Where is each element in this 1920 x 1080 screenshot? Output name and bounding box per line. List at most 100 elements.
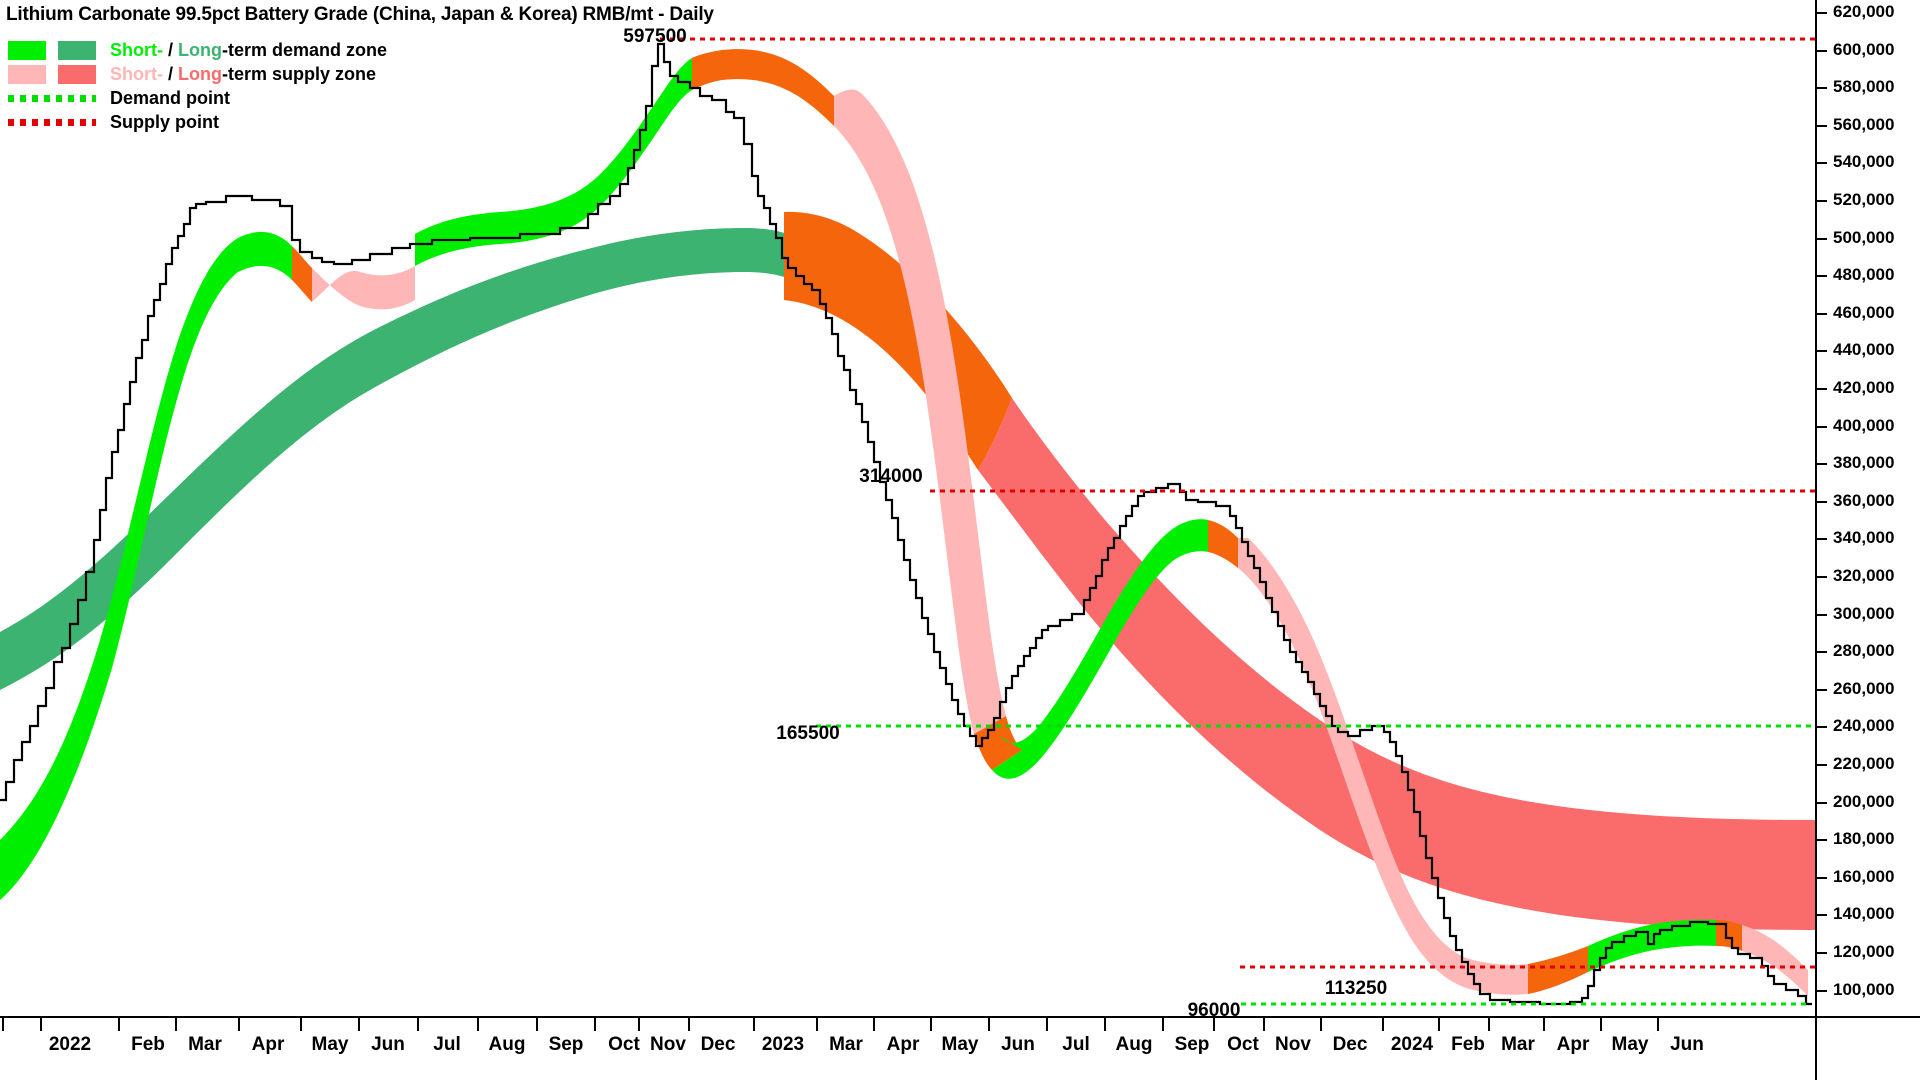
- x-tick-label: 2024: [1390, 1034, 1434, 1055]
- short-term-demand-band-1: [0, 238, 238, 900]
- x-tick-label: Jun: [371, 1034, 405, 1055]
- legend-swatch-short-term-supply: [8, 64, 46, 84]
- transition-zone-jul2023: [1208, 520, 1238, 568]
- x-tick-label: Nov: [1275, 1034, 1311, 1055]
- y-tick: [1817, 839, 1827, 842]
- x-tick: [477, 1018, 479, 1031]
- y-tick-label: 200,000: [1833, 791, 1895, 811]
- legend-row-demand-zone: Short- / Long-term demand zone: [8, 38, 438, 62]
- transition-zone-apr2023: [974, 716, 1022, 770]
- x-tick-label: Oct: [1227, 1034, 1259, 1055]
- legend-swatch-short-term-demand: [8, 40, 46, 60]
- x-tick-label: May: [311, 1034, 349, 1055]
- short-term-demand-band-3: [415, 58, 692, 266]
- y-tick-label: 480,000: [1833, 265, 1895, 285]
- long-term-supply-band: [978, 398, 1815, 930]
- short-term-supply-band-4: [1466, 958, 1528, 995]
- annotation-peak-2023: 314000: [859, 466, 923, 487]
- y-tick: [1817, 914, 1827, 917]
- x-tick: [1438, 1018, 1440, 1031]
- y-tick-label: 220,000: [1833, 754, 1895, 773]
- legend-label-supply-zone: Short- / Long-term supply zone: [110, 64, 376, 85]
- x-tick: [2, 1018, 4, 1031]
- y-tick: [1817, 12, 1827, 14]
- y-tick-label: 600,000: [1833, 39, 1895, 59]
- x-tick: [175, 1018, 177, 1031]
- y-tick: [1817, 688, 1827, 691]
- legend-supply-rest: -term supply zone: [222, 63, 377, 84]
- x-tick: [1657, 1018, 1659, 1031]
- legend-label-demand-zone: Short- / Long-term demand zone: [110, 40, 387, 61]
- y-tick-label: 580,000: [1833, 77, 1895, 97]
- x-tick: [594, 1018, 596, 1031]
- x-tick: [118, 1018, 120, 1031]
- legend-swatch-demand-point: [8, 88, 96, 108]
- y-tick: [1817, 275, 1827, 278]
- legend-swatch-supply-point: [8, 112, 96, 132]
- y-tick-label: 160,000: [1833, 866, 1895, 886]
- legend-supply-long-word: Long: [178, 63, 222, 84]
- y-tick-label: 380,000: [1833, 453, 1895, 473]
- x-tick-label: Feb: [1451, 1034, 1485, 1055]
- x-tick-label: Apr: [251, 1034, 285, 1055]
- x-tick: [930, 1018, 932, 1031]
- legend: Short- / Long-term demand zone Short- / …: [8, 38, 438, 134]
- x-tick-label: Aug: [488, 1034, 526, 1055]
- y-tick-label: 460,000: [1833, 302, 1895, 322]
- x-tick: [1046, 1018, 1048, 1031]
- y-tick-label: 360,000: [1833, 490, 1895, 510]
- y-tick: [1817, 463, 1827, 466]
- y-tick: [1817, 952, 1827, 954]
- y-tick: [1817, 764, 1827, 766]
- y-tick: [1817, 312, 1827, 315]
- y-tick: [1817, 350, 1827, 353]
- x-tick-label: Jun: [1670, 1034, 1704, 1055]
- y-tick-label: 240,000: [1833, 716, 1895, 736]
- x-tick-label: Mar: [188, 1034, 222, 1055]
- y-tick-label: 300,000: [1833, 603, 1895, 623]
- y-tick: [1817, 200, 1827, 202]
- x-tick-label: Dec: [1332, 1034, 1368, 1055]
- x-tick: [40, 1018, 42, 1031]
- legend-demand-short-word: Short-: [110, 39, 163, 60]
- y-tick: [1817, 500, 1827, 503]
- y-tick: [1817, 538, 1827, 541]
- annotation-trough-2024: 96000: [1187, 1000, 1241, 1021]
- x-tick: [300, 1018, 302, 1031]
- x-axis: 2022 Feb Mar Apr May Jun Jul Aug Sep Oct Nov Dec 202…: [0, 1016, 1815, 1080]
- x-tick-label: Dec: [700, 1034, 736, 1055]
- x-tick-label: May: [941, 1034, 979, 1055]
- y-tick: [1817, 237, 1827, 240]
- x-tick: [688, 1018, 690, 1031]
- y-axis: 620,000 600,000 580,000 560,000 540,000 520,0…: [1815, 0, 1920, 1016]
- transition-zone-apr2022: [292, 246, 312, 302]
- x-tick: [358, 1018, 360, 1031]
- transition-zone-may2024: [1716, 920, 1742, 951]
- x-tick-label: Nov: [650, 1034, 686, 1055]
- x-tick: [238, 1018, 240, 1031]
- x-tick-label: 2023: [761, 1034, 805, 1055]
- x-tick-label: Sep: [1174, 1034, 1210, 1055]
- x-tick: [1382, 1018, 1384, 1031]
- x-tick-label: Sep: [548, 1034, 584, 1055]
- legend-supply-short-word: Short-: [110, 63, 163, 84]
- x-tick: [1162, 1018, 1164, 1031]
- plot-area: [0, 37, 1815, 1006]
- y-tick-label: 420,000: [1833, 378, 1895, 397]
- short-term-demand-band-4b: [1174, 519, 1208, 560]
- y-tick-label: 520,000: [1833, 190, 1895, 209]
- x-tick: [873, 1018, 875, 1031]
- x-tick: [988, 1018, 990, 1031]
- y-tick-label: 400,000: [1833, 415, 1895, 435]
- y-tick: [1817, 124, 1827, 127]
- short-term-supply-band-5: [1742, 925, 1808, 996]
- y-tick: [1817, 162, 1827, 165]
- x-tick-label: Apr: [1556, 1034, 1590, 1055]
- x-tick: [753, 1018, 755, 1031]
- y-tick: [1817, 576, 1827, 578]
- x-tick: [1213, 1018, 1215, 1031]
- y-tick: [1817, 989, 1827, 992]
- y-tick: [1817, 613, 1827, 616]
- x-tick-label: Feb: [131, 1034, 165, 1055]
